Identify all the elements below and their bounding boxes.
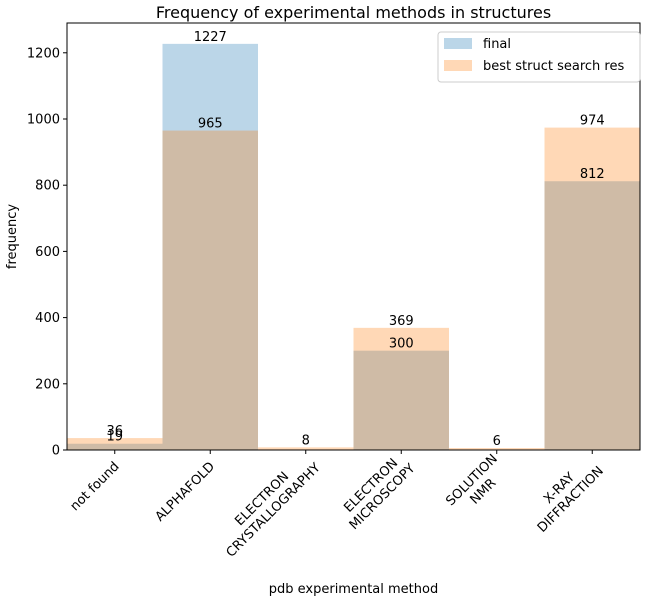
legend: final best struct search res <box>437 31 641 83</box>
x-tick-label-3: ELECTRONMICROSCOPY <box>335 450 418 533</box>
data-label-final-3: 300 <box>389 337 414 352</box>
plot-frame <box>66 22 641 451</box>
bar-best-struct-search-res-1 <box>162 130 258 450</box>
data-label-best-struct-search-res-3: 369 <box>389 314 414 329</box>
legend-box <box>437 31 641 83</box>
data-label-best-struct-search-res-0: 36 <box>106 424 123 439</box>
legend-swatch-0 <box>444 38 472 49</box>
data-label-final-5: 812 <box>580 167 605 182</box>
x-tick-label-5: X-RAYDIFFRACTION <box>524 452 607 535</box>
y-tick-label-400: 400 <box>35 311 60 326</box>
chart-title: Frequency of experimental methods in str… <box>156 3 551 22</box>
x-tick-label-line: ALPHAFOLD <box>153 459 218 524</box>
y-tick-label-200: 200 <box>35 377 60 392</box>
bar-final-3 <box>353 350 449 450</box>
y-tick-label-0: 0 <box>52 444 60 459</box>
data-label-best-struct-search-res-4: 6 <box>493 434 501 449</box>
x-tick-label-2: ELECTRONCRYSTALLOGRAPHY <box>212 449 323 560</box>
x-tick-label-1: ALPHAFOLD <box>153 459 218 524</box>
y-axis-label: frequency <box>5 204 20 270</box>
data-label-final-1: 1227 <box>194 30 227 45</box>
bar-best-struct-search-res-0 <box>67 438 163 450</box>
bar-best-struct-search-res-2 <box>258 447 354 450</box>
y-tick-label-600: 600 <box>35 245 60 260</box>
bar-best-struct-search-res-3 <box>353 327 449 450</box>
legend-swatch-1 <box>444 60 472 71</box>
y-tick-label-1000: 1000 <box>27 112 60 127</box>
bar-final-5 <box>544 181 640 450</box>
bar-final-1 <box>162 43 258 451</box>
bar-best-struct-search-res-4 <box>449 448 545 450</box>
data-label-best-struct-search-res-5: 974 <box>580 114 605 129</box>
y-tick-label-1200: 1200 <box>27 46 60 61</box>
bar-final-0 <box>67 443 163 450</box>
x-axis-label: pdb experimental method <box>269 582 438 597</box>
x-tick-label-0: not found <box>68 459 123 514</box>
x-tick-label-4: SOLUTIONNMR <box>443 452 512 521</box>
y-tick-label-800: 800 <box>35 179 60 194</box>
x-tick-label-line: not found <box>68 459 123 514</box>
x-tick-label-line: CRYSTALLOGRAPHY <box>224 460 324 560</box>
bar-best-struct-search-res-5 <box>544 127 640 450</box>
legend-label-0: final <box>483 37 511 52</box>
legend-label-1: best struct search res <box>483 59 624 74</box>
data-label-best-struct-search-res-1: 965 <box>198 117 223 132</box>
data-label-best-struct-search-res-2: 8 <box>302 433 310 448</box>
data-label-final-0: 19 <box>106 430 123 445</box>
